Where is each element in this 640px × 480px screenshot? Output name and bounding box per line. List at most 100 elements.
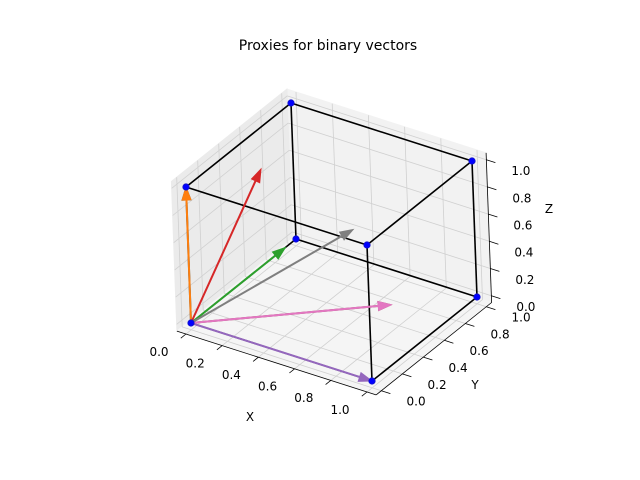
y-tick-label: 0.8	[491, 327, 510, 341]
grid-line-z	[172, 122, 289, 216]
arrow-head	[271, 246, 287, 260]
grid-line-y	[281, 93, 288, 243]
x-tick-label: 0.2	[186, 356, 205, 370]
grid-line-x	[476, 149, 483, 300]
arrow-shaft	[190, 178, 258, 324]
x-axis-label: X	[246, 410, 254, 424]
cube-edge	[371, 296, 478, 382]
grid-line-z	[292, 231, 492, 297]
z-axis-label: Z	[545, 202, 553, 216]
arrow-head	[357, 371, 374, 382]
x-tick-mark	[325, 380, 332, 385]
grid-line-x	[185, 241, 302, 335]
grid-line-x	[440, 138, 447, 289]
y-tick-mark	[444, 339, 454, 344]
cube-vertices	[182, 99, 481, 385]
cube-edge	[185, 186, 368, 246]
arrow-head	[181, 185, 192, 201]
y-tick-mark	[465, 323, 475, 327]
arrow-head	[250, 167, 262, 184]
x-tick-label: 0.4	[222, 368, 241, 382]
arrow-shaft	[190, 253, 278, 324]
y-tick-label: 0.4	[449, 361, 468, 375]
grid-line-x	[330, 287, 447, 381]
z-tick-label: 0.0	[516, 300, 535, 314]
x-tick-mark	[180, 333, 187, 339]
y-tick-label: 0.0	[407, 395, 426, 409]
tick-labels: 0.00.00.00.20.20.20.4 0.40.40.60.60.60.80…	[149, 159, 535, 417]
grid-line-y	[287, 242, 487, 308]
arrow-shaft	[185, 197, 192, 324]
x-tick-mark	[361, 391, 368, 397]
x-tick-mark	[216, 345, 223, 351]
cube-vertex-point	[468, 157, 476, 165]
x-tick-label: 1.0	[330, 403, 349, 417]
y-axis-label: Y	[470, 378, 479, 392]
grid-line-y	[266, 259, 466, 324]
grid-line-y	[239, 126, 246, 277]
z-tick-mark	[488, 213, 498, 218]
grid-line-z	[289, 149, 489, 215]
z-axis-line	[485, 152, 492, 303]
grid-line-z	[175, 204, 292, 298]
y-tick-label: 1.0	[512, 311, 531, 325]
y-tick-label: 0.6	[470, 344, 489, 358]
arrow-1	[181, 185, 192, 324]
cube-vertex-point	[287, 99, 295, 107]
z-tick-label: 0.6	[513, 219, 532, 233]
grid-line-x	[366, 299, 483, 393]
arrow-shaft	[190, 304, 381, 324]
z-tick-mark	[487, 186, 497, 191]
cube-edge	[366, 244, 373, 382]
axes	[176, 152, 492, 396]
arrow-7	[190, 228, 355, 324]
grid-line-z	[174, 177, 291, 271]
y-axis-line	[375, 302, 492, 396]
x-tick-label: 0.6	[258, 380, 277, 394]
cube-vertex-point	[363, 241, 371, 249]
arrow-6	[190, 300, 393, 324]
grid-line-y	[224, 292, 424, 358]
arrow-head	[338, 228, 355, 241]
arrow-shaft	[190, 234, 345, 324]
cube-edge	[290, 102, 473, 162]
z-tick-label: 0.4	[514, 246, 533, 260]
y-tick-mark	[381, 390, 391, 394]
grid-line-z	[291, 204, 491, 269]
y-tick-mark	[423, 356, 433, 361]
z-tick-label: 0.8	[512, 191, 531, 205]
grid-line-x	[294, 276, 411, 370]
grid-line-x	[331, 103, 339, 254]
y-tick-mark	[402, 373, 412, 378]
cube-vertex-point	[187, 319, 195, 327]
grid-line-z	[176, 231, 293, 325]
grid-lines	[171, 91, 492, 393]
cube-vertex-point	[473, 293, 481, 301]
cube-vertex-point	[292, 235, 300, 243]
grid-line-y	[182, 326, 382, 392]
cube-edge	[290, 102, 297, 240]
grid-line-y	[176, 177, 183, 327]
y-tick-label: 0.2	[428, 378, 447, 392]
x-tick-label: 0.0	[149, 345, 168, 359]
z-tick-label: 1.0	[511, 164, 530, 178]
grid-line-z	[171, 95, 288, 189]
z-tick-mark	[491, 295, 501, 299]
z-tick-mark	[486, 159, 496, 163]
arrow-3	[190, 167, 262, 324]
grid-line-x	[221, 252, 338, 346]
cube-vertex-point	[368, 377, 376, 385]
z-tick-mark	[490, 268, 500, 272]
x-tick-mark	[252, 356, 259, 362]
x-tick-label: 0.8	[294, 391, 313, 405]
y-tick-mark	[486, 306, 496, 310]
cube-edge	[185, 102, 292, 188]
grid-line-z	[290, 177, 490, 242]
arrow-shaft	[190, 322, 362, 379]
chart-title: Proxies for binary vectors	[239, 38, 417, 54]
arrow-2	[190, 246, 287, 324]
z-tick-mark	[489, 240, 499, 245]
cube-edge	[366, 160, 473, 246]
cube-edge	[471, 160, 478, 298]
